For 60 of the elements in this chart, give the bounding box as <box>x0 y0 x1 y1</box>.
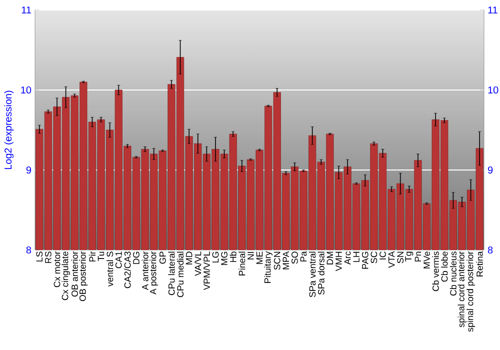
x-tick-label: Cx motor <box>54 251 60 288</box>
x-tick-label: SPa dorsal <box>318 252 324 295</box>
x-tick-label: LS <box>36 252 43 262</box>
x-tick-label: Tg <box>405 252 414 262</box>
x-tick-label: Pn <box>414 252 422 262</box>
x-tick-label: SPa ventral <box>309 252 316 298</box>
x-tick-label: CPu medial <box>176 252 184 298</box>
x-tick-label: VMH <box>336 252 342 272</box>
x-tick-label: DM <box>326 252 334 264</box>
x-tick-label: LG <box>212 252 219 262</box>
x-tick-label: SN <box>397 252 404 264</box>
x-tick-label: VTA <box>388 251 395 268</box>
x-tick-label: ventral S <box>106 252 114 287</box>
y2-tick-label: 10 <box>488 86 498 94</box>
x-tick-label: MVe <box>424 252 430 268</box>
x-tick-label: Retina <box>476 251 483 276</box>
x-tick-label: GP <box>159 252 166 264</box>
x-tick-label: Tu <box>98 252 104 262</box>
x-tick-label: CPu lateral <box>168 252 175 296</box>
x-tick-label: SCN <box>274 252 280 270</box>
x-tick-label: Pineal <box>238 252 246 276</box>
y-tick-label: 9 <box>26 166 32 174</box>
x-tick-label: VPM/VPL <box>203 251 210 290</box>
x-tick-label: Hb <box>230 252 236 262</box>
x-tick-label: PAG <box>362 252 368 269</box>
y2-tick-label: 8 <box>488 246 493 254</box>
x-tick-label: MPA <box>282 251 289 270</box>
x-tick-label: Pir <box>88 251 96 262</box>
x-tick-label: Cb vermis <box>432 252 439 292</box>
x-tick-label: OB anterior <box>71 251 78 297</box>
x-tick-label: NI <box>248 252 254 260</box>
x-tick-label: OB posterior <box>79 251 88 302</box>
y-tick-label: 8 <box>26 246 32 254</box>
x-tick-label: DG <box>133 252 140 264</box>
x-tick-label: spinal cord posterior <box>466 251 475 332</box>
x-tick-label: Cx cingulate <box>62 252 70 300</box>
x-tick-label: VA/VL <box>194 251 202 276</box>
x-tick-label: CA1 <box>115 252 122 268</box>
x-tick-label: MG <box>221 252 228 265</box>
x-tick-label: IC <box>380 252 386 260</box>
y-tick-label: 11 <box>22 6 31 14</box>
x-tick-label: A anterior <box>142 251 148 290</box>
x-tick-label: ME <box>256 252 263 264</box>
x-tick-label: Pituitary <box>264 251 272 283</box>
x-tick-label: Cb nucleus <box>450 252 456 296</box>
x-tick-label: SO <box>292 252 298 264</box>
x-tick-label: CA2/CA3 <box>124 252 131 288</box>
x-tick-label: Cb lobe <box>441 252 448 282</box>
x-tick-label: A posterior <box>150 251 158 295</box>
y-axis-title: Log2 (expression) <box>4 90 14 170</box>
x-tick-label: Pa <box>300 251 307 262</box>
y2-tick-label: 11 <box>488 6 498 14</box>
y2-tick-label: 9 <box>488 166 493 174</box>
x-tick-label: SC <box>370 252 378 264</box>
x-tick-label: MD <box>186 252 192 264</box>
y-tick-label: 10 <box>21 86 32 94</box>
x-tick-label: LH <box>353 252 360 262</box>
x-tick-label: RS <box>45 252 52 263</box>
x-tick-label: spinal cord anterior <box>458 251 466 328</box>
x-tick-label: Arc <box>344 251 351 265</box>
